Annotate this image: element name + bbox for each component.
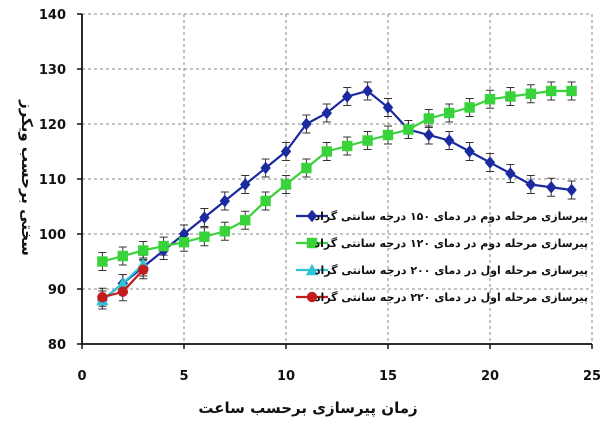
data-point — [382, 129, 394, 141]
data-point — [240, 215, 251, 226]
data-point — [301, 117, 312, 131]
x-tick-label: 10 — [277, 369, 295, 384]
grid-lines — [82, 13, 593, 344]
data-point — [240, 178, 251, 191]
data-point — [97, 256, 108, 267]
data-point — [178, 237, 190, 248]
legend-label: پیرسازی مرحله دوم در دمای ۱۵۰ درجه سانتی… — [315, 210, 588, 223]
data-point — [280, 145, 292, 158]
axes — [77, 13, 593, 349]
x-tick-label: 15 — [379, 369, 397, 384]
data-point — [464, 145, 475, 158]
legend-marker — [306, 209, 318, 223]
y-tick-label: 120 — [39, 118, 66, 133]
data-point — [219, 194, 230, 208]
data-point — [546, 181, 557, 194]
x-tick-label: 5 — [179, 369, 188, 384]
data-point — [362, 135, 373, 146]
legend-marker — [306, 291, 318, 303]
data-point — [117, 250, 128, 262]
data-point — [117, 286, 128, 297]
data-point — [138, 245, 149, 256]
series-line — [102, 89, 572, 263]
legend-marker — [306, 237, 318, 249]
data-point — [138, 264, 149, 275]
legend-marker — [305, 263, 319, 276]
data-point — [464, 102, 475, 113]
y-tick-label: 90 — [48, 283, 66, 298]
data-point — [484, 156, 496, 169]
x-axis-title: زمان پیرسازی برحسب ساعت — [198, 399, 417, 418]
y-tick-label: 100 — [39, 228, 66, 243]
tick-labels: 80 90 100 110 120 130 140 0 5 10 15 20 25 — [39, 8, 601, 384]
data-point — [423, 113, 434, 124]
data-point — [280, 179, 292, 190]
x-tick-label: 0 — [77, 369, 86, 384]
data-point — [444, 107, 455, 119]
data-point — [505, 167, 516, 180]
data-point — [342, 90, 353, 103]
data-point — [566, 85, 577, 97]
x-tick-label: 25 — [583, 369, 601, 384]
data-point — [566, 183, 577, 197]
data-point — [301, 162, 312, 174]
data-point — [423, 128, 434, 142]
data-point — [158, 240, 169, 252]
data-point — [260, 195, 271, 207]
legend-label: پیرسازی مرحله اول در دمای ۲۲۰ درجه سانتی… — [315, 291, 588, 304]
x-tick-label: 20 — [481, 369, 499, 384]
data-point — [260, 161, 271, 175]
legend-label: پیرسازی مرحله دوم در دمای ۱۲۰ درجه سانتی… — [315, 237, 588, 250]
data-point — [97, 292, 108, 303]
data-point — [178, 227, 190, 241]
data-point — [219, 226, 230, 237]
data-point — [321, 146, 332, 157]
y-tick-label: 80 — [48, 338, 66, 353]
legend-label: پیرسازی مرحله اول در دمای ۲۰۰ درجه سانتی… — [315, 264, 588, 277]
data-point — [199, 231, 210, 242]
data-point — [116, 277, 129, 289]
data-point — [199, 211, 210, 224]
data-point — [444, 134, 455, 147]
data-point — [546, 85, 557, 97]
data-point — [403, 124, 414, 135]
y-tick-label: 110 — [39, 173, 66, 188]
y-axis-title: سختی برحسب ویکرز — [18, 99, 36, 256]
data-point — [525, 88, 536, 99]
data-point — [382, 101, 394, 114]
y-tick-label: 140 — [39, 8, 66, 23]
data-point — [525, 178, 536, 191]
data-point — [342, 140, 353, 152]
data-point — [321, 106, 332, 120]
data-point — [484, 94, 496, 105]
data-point — [505, 91, 516, 102]
series-group — [96, 84, 577, 307]
data-point — [362, 84, 373, 98]
y-tick-label: 130 — [39, 63, 66, 78]
legend: پیرسازی مرحله دوم در دمای ۱۵۰ درجه سانتی… — [296, 209, 588, 304]
